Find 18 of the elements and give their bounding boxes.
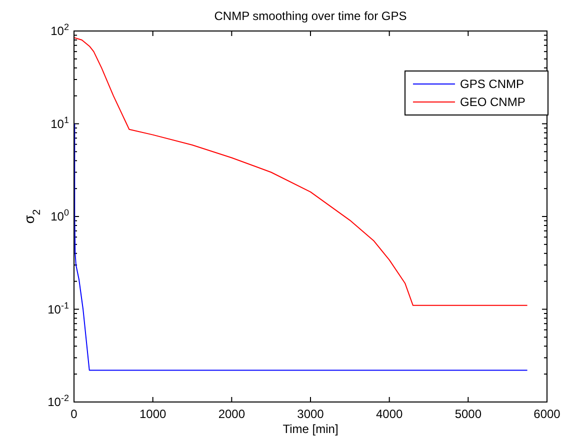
x-tick-label: 2000 <box>218 407 246 421</box>
line-series <box>74 123 528 371</box>
x-tick-label: 1000 <box>139 407 167 421</box>
x-tick-label: 6000 <box>534 407 561 421</box>
y-tick-label: 10$^{-2}$ <box>48 393 69 409</box>
y-tick-label: 10$^{0}$ <box>50 208 69 224</box>
legend-label: GPS CNMP <box>460 77 524 91</box>
chart-title: CNMP smoothing over time for GPS <box>214 9 407 23</box>
y-tick-label: 10$^{1}$ <box>50 114 69 131</box>
line-series <box>74 37 528 306</box>
y-tick-label: 10$^{2}$ <box>50 22 69 38</box>
x-tick-label: 0 <box>70 407 78 421</box>
y-tick-label: 10$^{-1}$ <box>48 300 69 316</box>
x-axis-title: Time [min] <box>282 422 338 436</box>
x-tick-label: 3000 <box>297 407 324 421</box>
legend-label: GEO CNMP <box>460 95 526 109</box>
x-tick-label: 4000 <box>376 407 404 421</box>
x-tick-label: 5000 <box>454 407 482 421</box>
